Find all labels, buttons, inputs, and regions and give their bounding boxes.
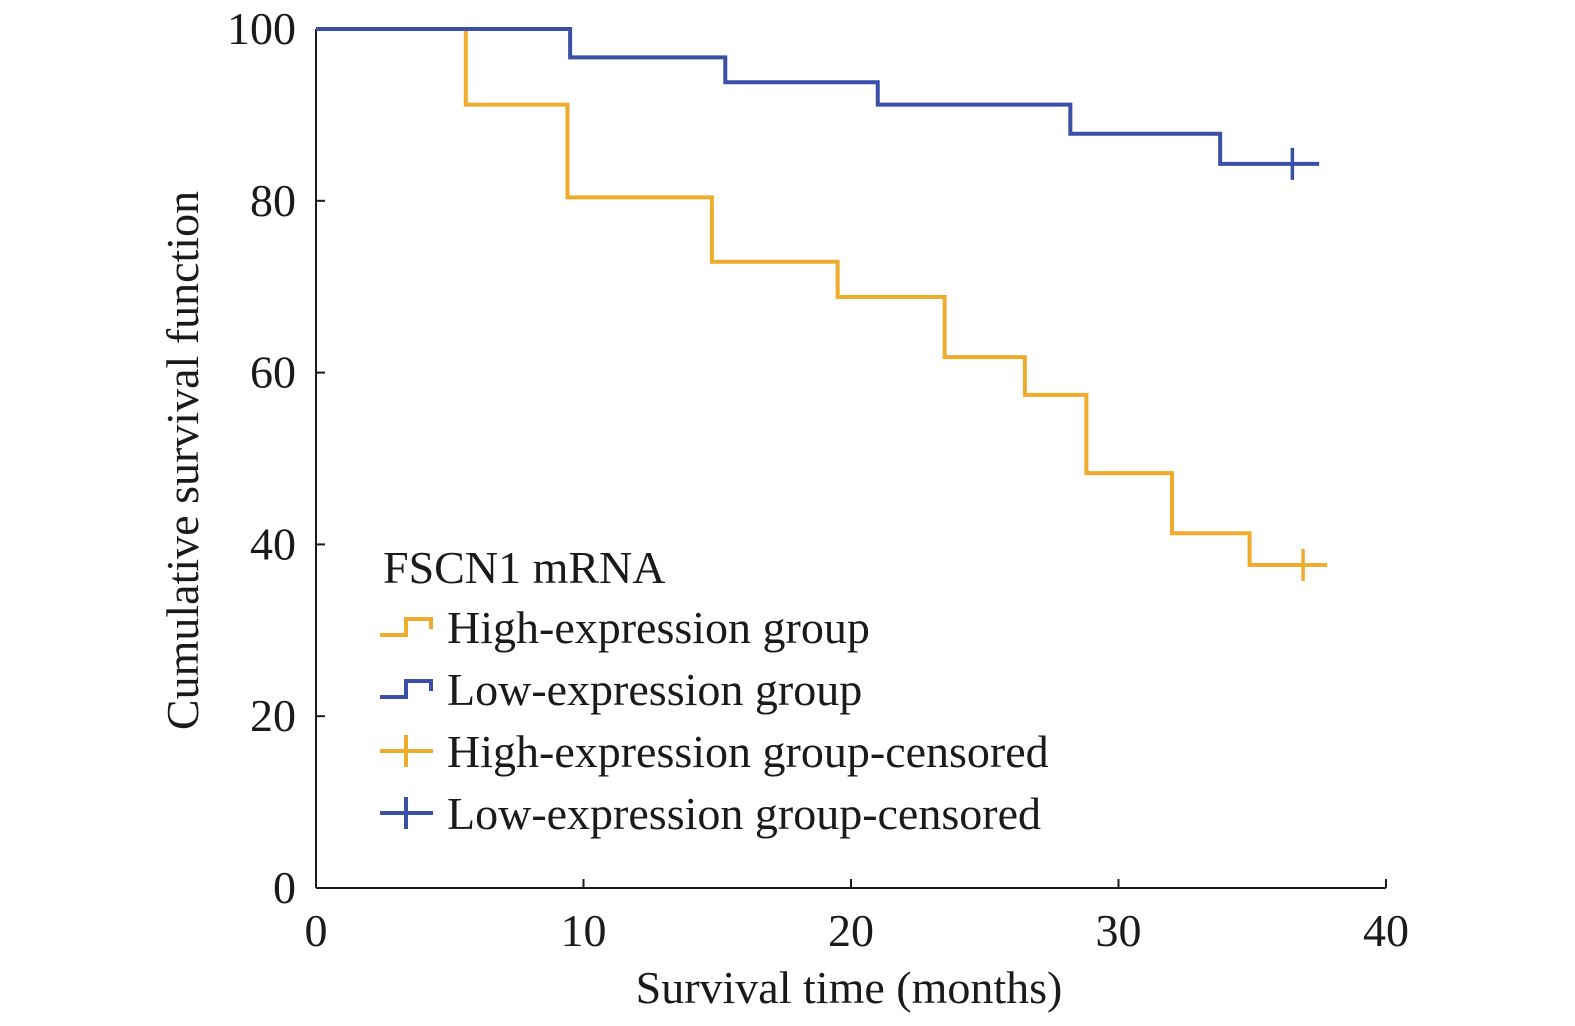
x-ticks: 0 10 20 30 40: [305, 879, 1409, 956]
series-layer: [316, 27, 1328, 582]
y-axis-label: Cumulative survival function: [157, 191, 208, 730]
y-tick-label: 0: [273, 862, 296, 913]
x-tick-label: 0: [305, 905, 328, 956]
legend-label: High-expression group: [447, 602, 870, 653]
y-ticks: 0 20 40 60 80 100: [227, 3, 325, 913]
legend-step-icon: [380, 679, 433, 699]
legend-entry: High-expression group-censored: [380, 726, 1049, 777]
y-tick-label: 20: [250, 690, 296, 741]
y-tick-label: 60: [250, 347, 296, 398]
legend-label: Low-expression group: [447, 664, 862, 715]
x-tick-label: 40: [1363, 905, 1409, 956]
legend-entry: Low-expression group: [380, 664, 862, 715]
x-tick-label: 10: [561, 905, 607, 956]
legend-entry: Low-expression group-censored: [380, 788, 1041, 839]
legend: FSCN1 mRNA High-expression group Low-expr…: [380, 542, 1049, 839]
legend-step-icon: [380, 617, 433, 637]
y-tick-label: 40: [250, 518, 296, 569]
legend-label: High-expression group-censored: [447, 726, 1049, 777]
y-tick-label: 100: [227, 3, 296, 54]
x-axis-label: Survival time (months): [636, 962, 1063, 1013]
x-tick-label: 30: [1096, 905, 1142, 956]
legend-title: FSCN1 mRNA: [383, 542, 665, 593]
x-tick-label: 20: [828, 905, 874, 956]
series-line-high: [316, 27, 1328, 568]
legend-entries: High-expression group Low-expression grou…: [380, 602, 1049, 839]
legend-entry: High-expression group: [380, 602, 870, 653]
y-tick-label: 80: [250, 175, 296, 226]
axes: 0 10 20 30 40 0 20 40 60 80 100 Survival time (mo…: [157, 3, 1409, 1013]
series-line-low: [316, 27, 1320, 166]
legend-label: Low-expression group-censored: [447, 788, 1041, 839]
